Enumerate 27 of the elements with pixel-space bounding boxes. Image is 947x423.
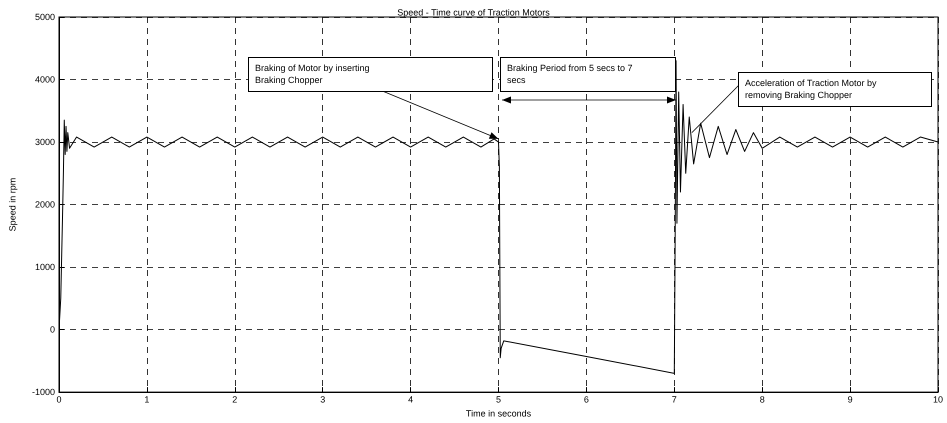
x-tick-label: 1 xyxy=(144,394,150,405)
annotation: Acceleration of Traction Motor by removing Braking Chopper xyxy=(745,77,878,101)
annotation: Braking Period from 5 secs to 7 secs xyxy=(507,62,634,86)
y-tick-label: 0 xyxy=(50,324,55,335)
annotation: Braking of Motor by inserting Braking Chopper xyxy=(255,62,371,86)
note-box: Braking Period from 5 secs to 7 secs xyxy=(500,57,676,92)
x-tick-label: 5 xyxy=(496,394,502,405)
y-tick-label: 3000 xyxy=(34,137,55,148)
x-tick-label: 0 xyxy=(56,394,62,405)
y-tick-label: 1000 xyxy=(34,262,55,272)
y-tick-label: -1000 xyxy=(32,387,55,398)
y-axis-title: Speed in rpm xyxy=(8,178,18,232)
y-tick-label: 2000 xyxy=(34,200,55,210)
y-tick-label: 4000 xyxy=(34,74,55,85)
note-box: Acceleration of Traction Motor by removing Braking Chopper xyxy=(738,72,932,107)
x-tick-label: 3 xyxy=(320,394,326,405)
x-axis-title: Time in seconds xyxy=(466,408,532,418)
x-tick-label: 9 xyxy=(848,394,853,405)
x-tick-label: 2 xyxy=(232,394,238,405)
y-tick-label: 5000 xyxy=(34,12,55,22)
x-tick-label: 7 xyxy=(672,394,677,405)
chart-title: Speed - Time curve of Traction Motors xyxy=(397,8,550,18)
note-box: Braking of Motor by inserting Braking Chopper xyxy=(248,57,493,92)
x-tick-label: 4 xyxy=(408,394,414,405)
x-tick-label: 6 xyxy=(584,394,589,405)
x-tick-label: 10 xyxy=(932,394,944,405)
x-tick-label: 8 xyxy=(760,394,765,405)
